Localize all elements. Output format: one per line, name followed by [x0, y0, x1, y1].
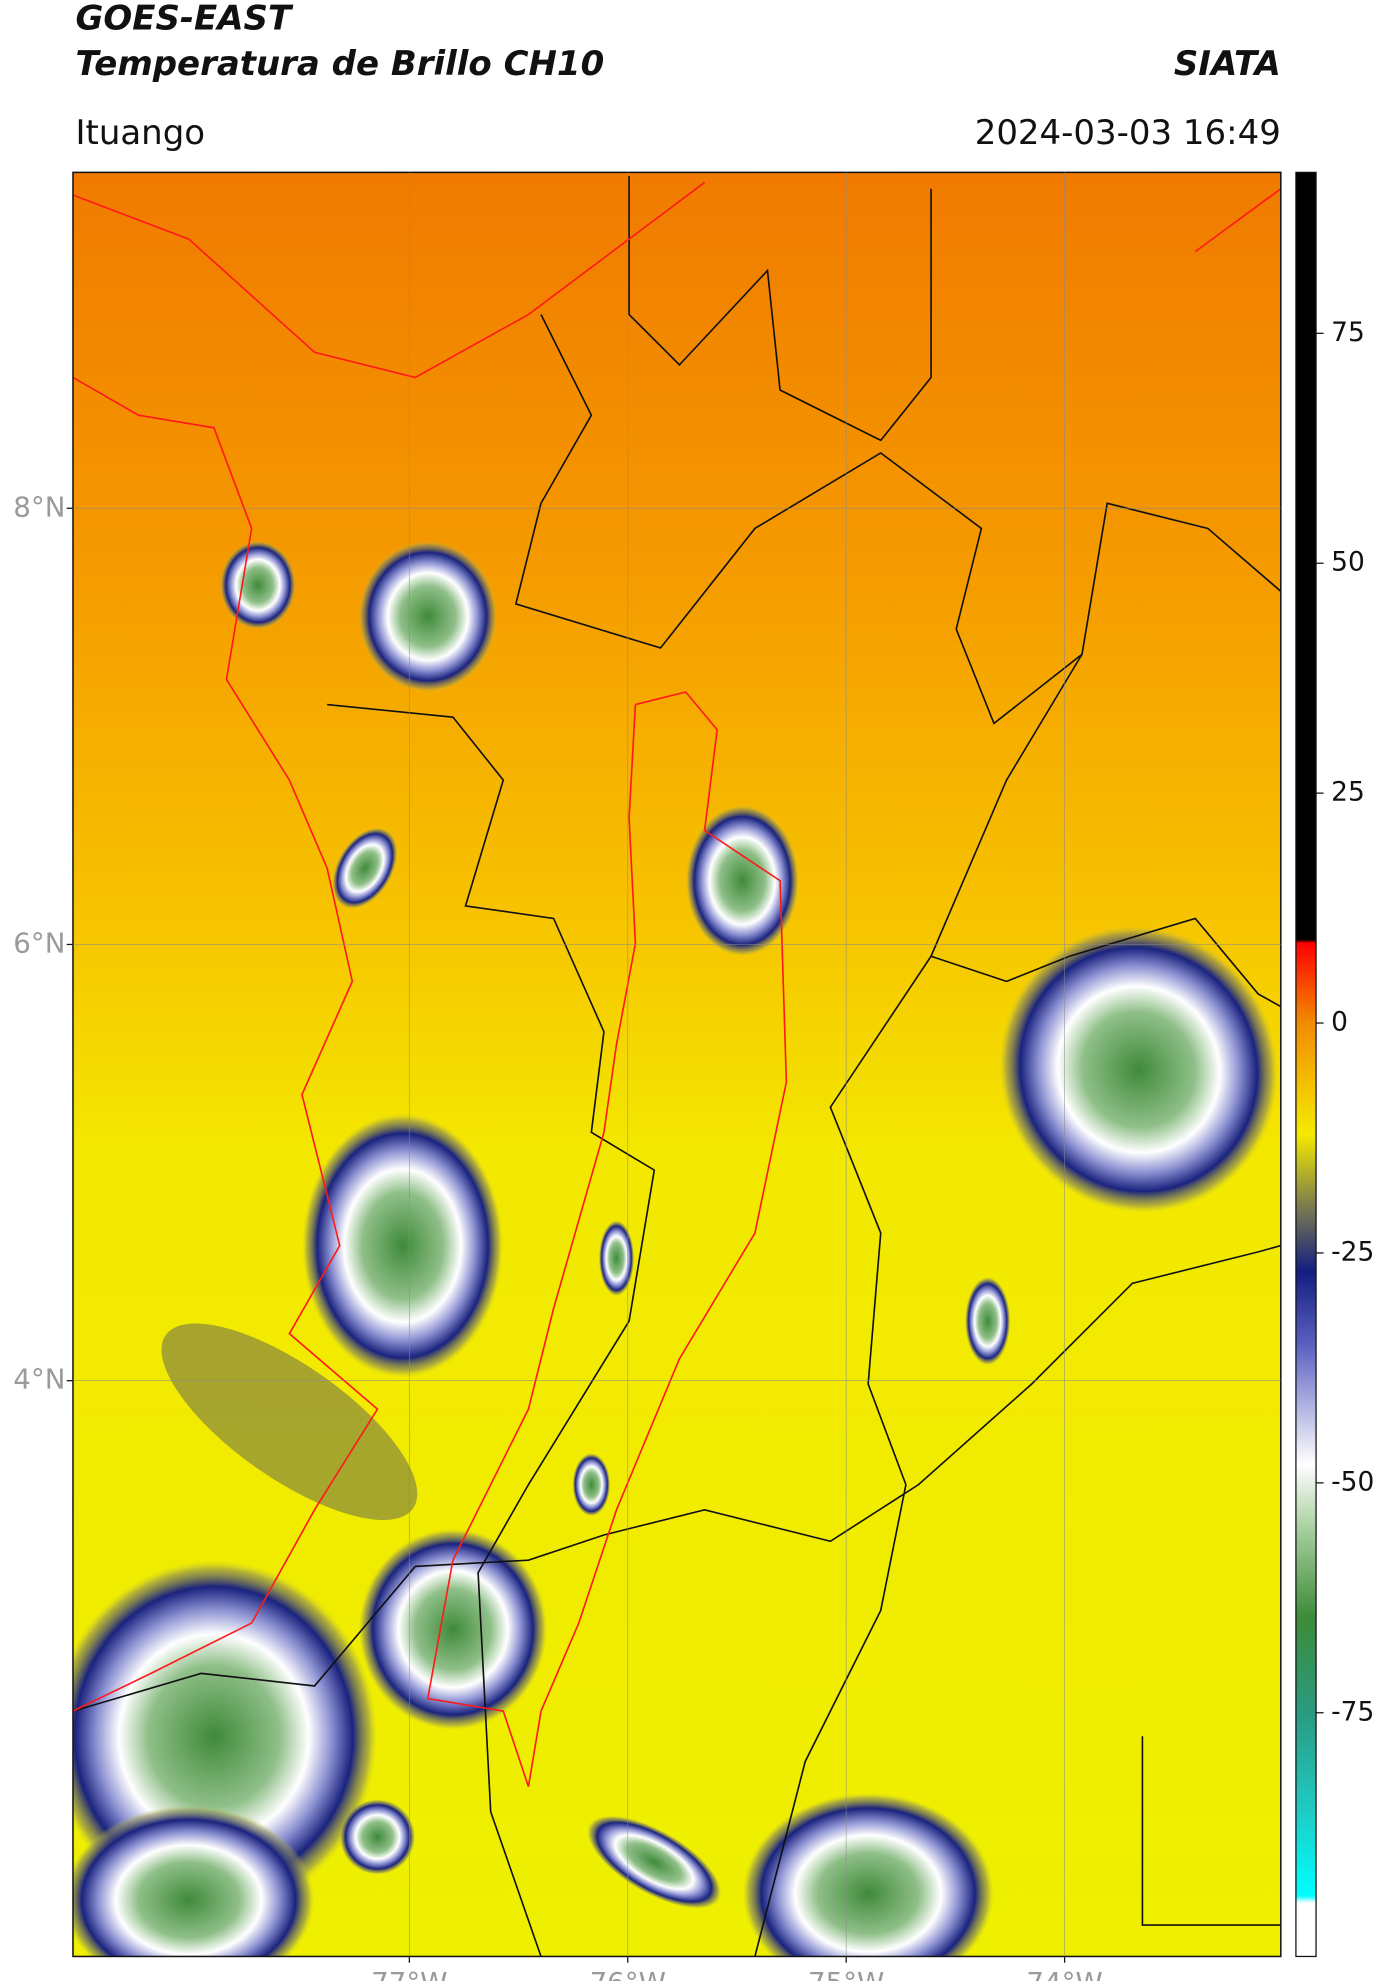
- border: [1141, 1736, 1281, 1926]
- colorbar-tick-label: -25: [1331, 1236, 1374, 1267]
- y-tick-label: 8°N: [13, 490, 65, 523]
- cloud: [598, 1220, 635, 1296]
- ituango-boundary: [426, 691, 788, 1787]
- x-tick-label: 74°W: [1026, 1966, 1102, 1981]
- map-frame: [72, 171, 1282, 1958]
- x-tick-label: 77°W: [371, 1966, 447, 1981]
- cloud: [301, 1113, 504, 1378]
- cloud: [742, 1792, 994, 1957]
- x-tick-label: 76°W: [590, 1966, 666, 1981]
- cloud: [965, 1277, 1011, 1366]
- y-tick-label: 4°N: [13, 1363, 65, 1396]
- colorbar-tick-label: 50: [1331, 547, 1365, 578]
- subtitle: Temperatura de Brillo CH10: [75, 44, 604, 84]
- border: [628, 176, 932, 442]
- colorbar: [1295, 171, 1317, 1958]
- coastline: [72, 376, 379, 1712]
- colorbar-tick-label: 25: [1331, 777, 1365, 808]
- x-tick-label: 75°W: [808, 1966, 884, 1981]
- colorbar-tick-label: -75: [1331, 1696, 1374, 1727]
- border: [930, 917, 1281, 1008]
- cloud: [572, 1453, 611, 1517]
- y-tick-label: 6°N: [13, 926, 65, 959]
- source: SIATA: [1174, 44, 1281, 84]
- colorbar-tick-label: -50: [1331, 1466, 1374, 1497]
- cloud: [332, 827, 398, 909]
- border: [72, 1244, 1281, 1712]
- location: Ituango: [75, 113, 205, 153]
- cloud-band: [161, 1323, 418, 1520]
- colorbar-tick-label: 75: [1331, 317, 1365, 348]
- border: [514, 314, 1281, 725]
- cloud: [339, 1799, 416, 1875]
- datetime: 2024-03-03 16:49: [975, 113, 1281, 153]
- cloud: [999, 925, 1279, 1214]
- cloud: [587, 1815, 722, 1909]
- cloud: [358, 1528, 548, 1730]
- grid: [72, 172, 1281, 1957]
- cloud: [685, 805, 799, 957]
- cloud: [358, 541, 497, 692]
- map-image: [72, 172, 1281, 1957]
- cloud: [220, 541, 296, 630]
- border: [327, 703, 656, 1957]
- coastline: [72, 181, 706, 379]
- coastline: [1194, 188, 1281, 253]
- title: GOES-EAST: [75, 0, 293, 39]
- border: [754, 653, 1083, 1957]
- colorbar-tick-label: 0: [1331, 1007, 1348, 1038]
- cloud: [72, 1805, 315, 1957]
